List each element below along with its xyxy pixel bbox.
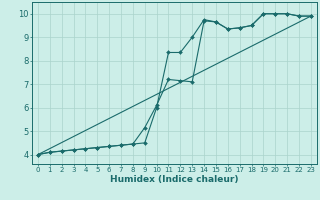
X-axis label: Humidex (Indice chaleur): Humidex (Indice chaleur) [110, 175, 239, 184]
